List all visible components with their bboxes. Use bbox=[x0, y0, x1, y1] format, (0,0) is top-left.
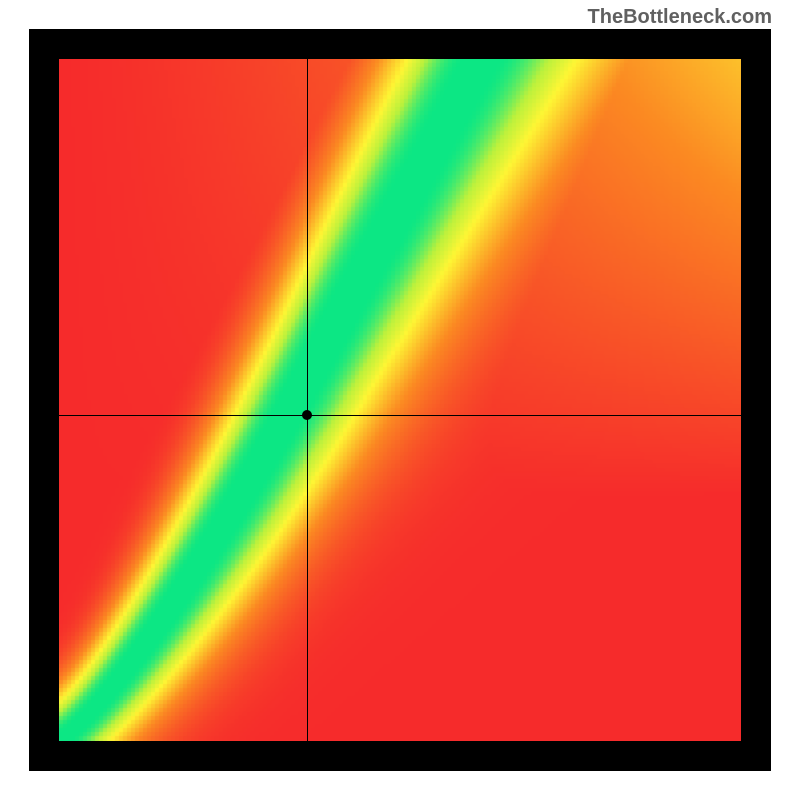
chart-container: TheBottleneck.com bbox=[0, 0, 800, 800]
plot-area bbox=[59, 59, 741, 741]
crosshair-horizontal bbox=[59, 415, 741, 416]
crosshair-vertical bbox=[307, 59, 308, 741]
watermark-text: TheBottleneck.com bbox=[588, 6, 772, 29]
crosshair-marker bbox=[302, 410, 312, 420]
heatmap-canvas bbox=[59, 59, 741, 741]
